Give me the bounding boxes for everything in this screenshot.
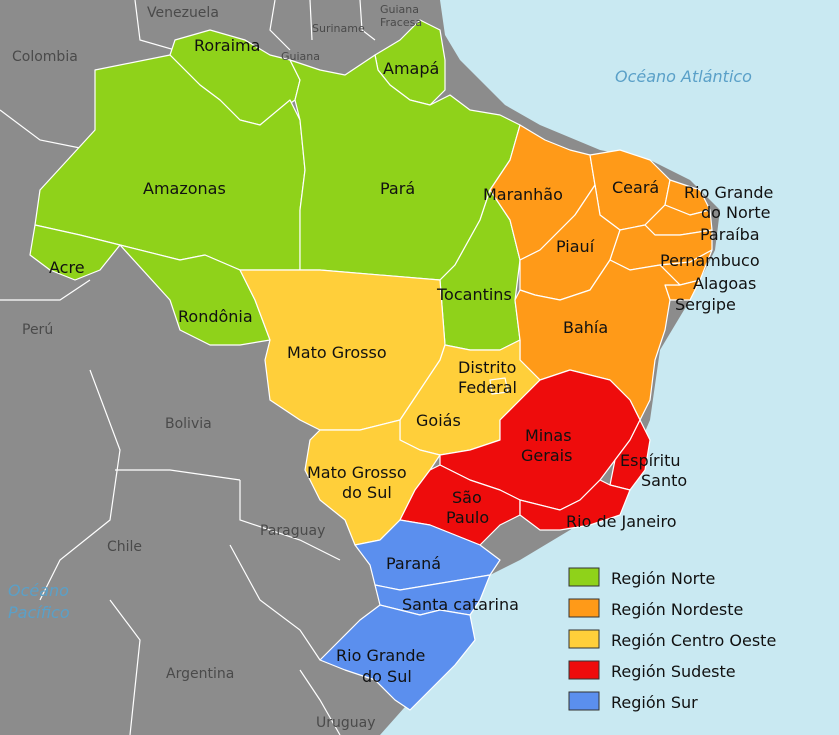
state-label-pernambuco: Pernambuco bbox=[660, 251, 760, 270]
state-label-sergipe: Sergipe bbox=[675, 295, 736, 314]
state-label-goias: Goiás bbox=[416, 411, 461, 430]
state-label-mato-grosso-sul-line1: Mato Grosso bbox=[307, 463, 407, 482]
legend-swatch-sur bbox=[568, 691, 600, 711]
state-label-rondonia: Rondônia bbox=[178, 307, 253, 326]
legend-swatch-centro-oeste bbox=[568, 629, 600, 649]
state-label-espirito-santo-line1: Espíritu bbox=[620, 451, 680, 470]
region-nordeste bbox=[489, 124, 713, 421]
country-label-argentina: Argentina bbox=[166, 666, 234, 682]
state-label-rio-grande-norte-line2: do Norte bbox=[701, 203, 770, 222]
state-label-santa-catarina: Santa catarina bbox=[402, 595, 519, 614]
country-label-chile: Chile bbox=[107, 539, 142, 555]
state-acre[interactable] bbox=[29, 224, 121, 281]
state-distrito-federal[interactable] bbox=[489, 377, 509, 395]
region-sur bbox=[319, 519, 501, 711]
map-legend: Región Norte Región Nordeste Región Cent… bbox=[568, 567, 776, 712]
ocean-label-pacific-line1: Océano bbox=[8, 581, 69, 600]
legend-label-centro-oeste: Región Centro Oeste bbox=[611, 631, 776, 650]
country-label-french-guiana-line1: Guiana bbox=[380, 3, 419, 16]
region-sudeste bbox=[399, 369, 651, 546]
state-label-sao-paulo-line2: Paulo bbox=[446, 508, 489, 527]
legend-label-sur: Región Sur bbox=[611, 693, 698, 712]
state-label-espirito-santo-line2: Santo bbox=[641, 471, 687, 490]
state-label-tocantins: Tocantins bbox=[436, 285, 512, 304]
country-label-guyana: Guiana bbox=[281, 50, 320, 63]
state-label-minas-gerais-line2: Gerais bbox=[521, 446, 572, 465]
legend-swatch-norte bbox=[568, 567, 600, 587]
legend-label-norte: Región Norte bbox=[611, 569, 715, 588]
country-label-bolivia: Bolivia bbox=[165, 416, 212, 432]
legend-swatch-sudeste bbox=[568, 660, 600, 680]
ocean-label-pacific-line2: Pacífico bbox=[8, 603, 70, 622]
state-label-minas-gerais-line1: Minas bbox=[525, 426, 572, 445]
ocean-label-atlantic: Océano Atlántico bbox=[615, 67, 752, 86]
state-rio-grande-sul[interactable] bbox=[319, 604, 476, 711]
country-label-peru: Perú bbox=[22, 322, 53, 338]
state-label-amazonas: Amazonas bbox=[143, 179, 226, 198]
state-label-para: Pará bbox=[380, 179, 415, 198]
country-label-uruguay: Uruguay bbox=[316, 715, 376, 731]
state-label-paraiba: Paraíba bbox=[700, 225, 760, 244]
state-label-piaui: Piauí bbox=[556, 237, 595, 256]
country-label-suriname: Suriname bbox=[312, 22, 365, 35]
state-label-amapa: Amapá bbox=[383, 59, 439, 78]
legend-label-nordeste: Región Nordeste bbox=[611, 600, 743, 619]
region-centro-oeste bbox=[239, 269, 541, 546]
state-label-distrito-federal-line2: Federal bbox=[458, 378, 517, 397]
state-label-acre: Acre bbox=[49, 258, 85, 277]
legend-label-sudeste: Región Sudeste bbox=[611, 662, 736, 681]
country-label-paraguay: Paraguay bbox=[260, 523, 325, 539]
country-label-colombia: Colombia bbox=[12, 49, 78, 65]
state-label-maranhao: Maranhão bbox=[483, 185, 563, 204]
state-label-sao-paulo-line1: São bbox=[452, 488, 482, 507]
state-label-parana: Paraná bbox=[386, 554, 441, 573]
region-norte bbox=[29, 19, 521, 351]
state-label-rio-grande-sul-line1: Rio Grande bbox=[336, 646, 425, 665]
state-label-rio-grande-norte-line1: Rio Grande bbox=[684, 183, 773, 202]
country-label-venezuela: Venezuela bbox=[147, 5, 219, 21]
state-label-mato-grosso-sul-line2: do Sul bbox=[342, 483, 392, 502]
state-rio-de-janeiro[interactable] bbox=[519, 479, 631, 531]
state-label-bahia: Bahía bbox=[563, 318, 608, 337]
state-label-distrito-federal-line1: Distrito bbox=[458, 358, 516, 377]
state-label-mato-grosso: Mato Grosso bbox=[287, 343, 387, 362]
country-label-french-guiana-line2: Fracesa bbox=[380, 16, 422, 29]
state-label-rio-grande-sul-line2: do Sul bbox=[362, 667, 412, 686]
legend-swatch-nordeste bbox=[568, 598, 600, 618]
state-label-ceara: Ceará bbox=[612, 178, 659, 197]
state-label-roraima: Roraima bbox=[194, 36, 260, 55]
state-label-alagoas: Alagoas bbox=[693, 274, 756, 293]
state-label-rio-de-janeiro: Rio de Janeiro bbox=[566, 512, 677, 531]
